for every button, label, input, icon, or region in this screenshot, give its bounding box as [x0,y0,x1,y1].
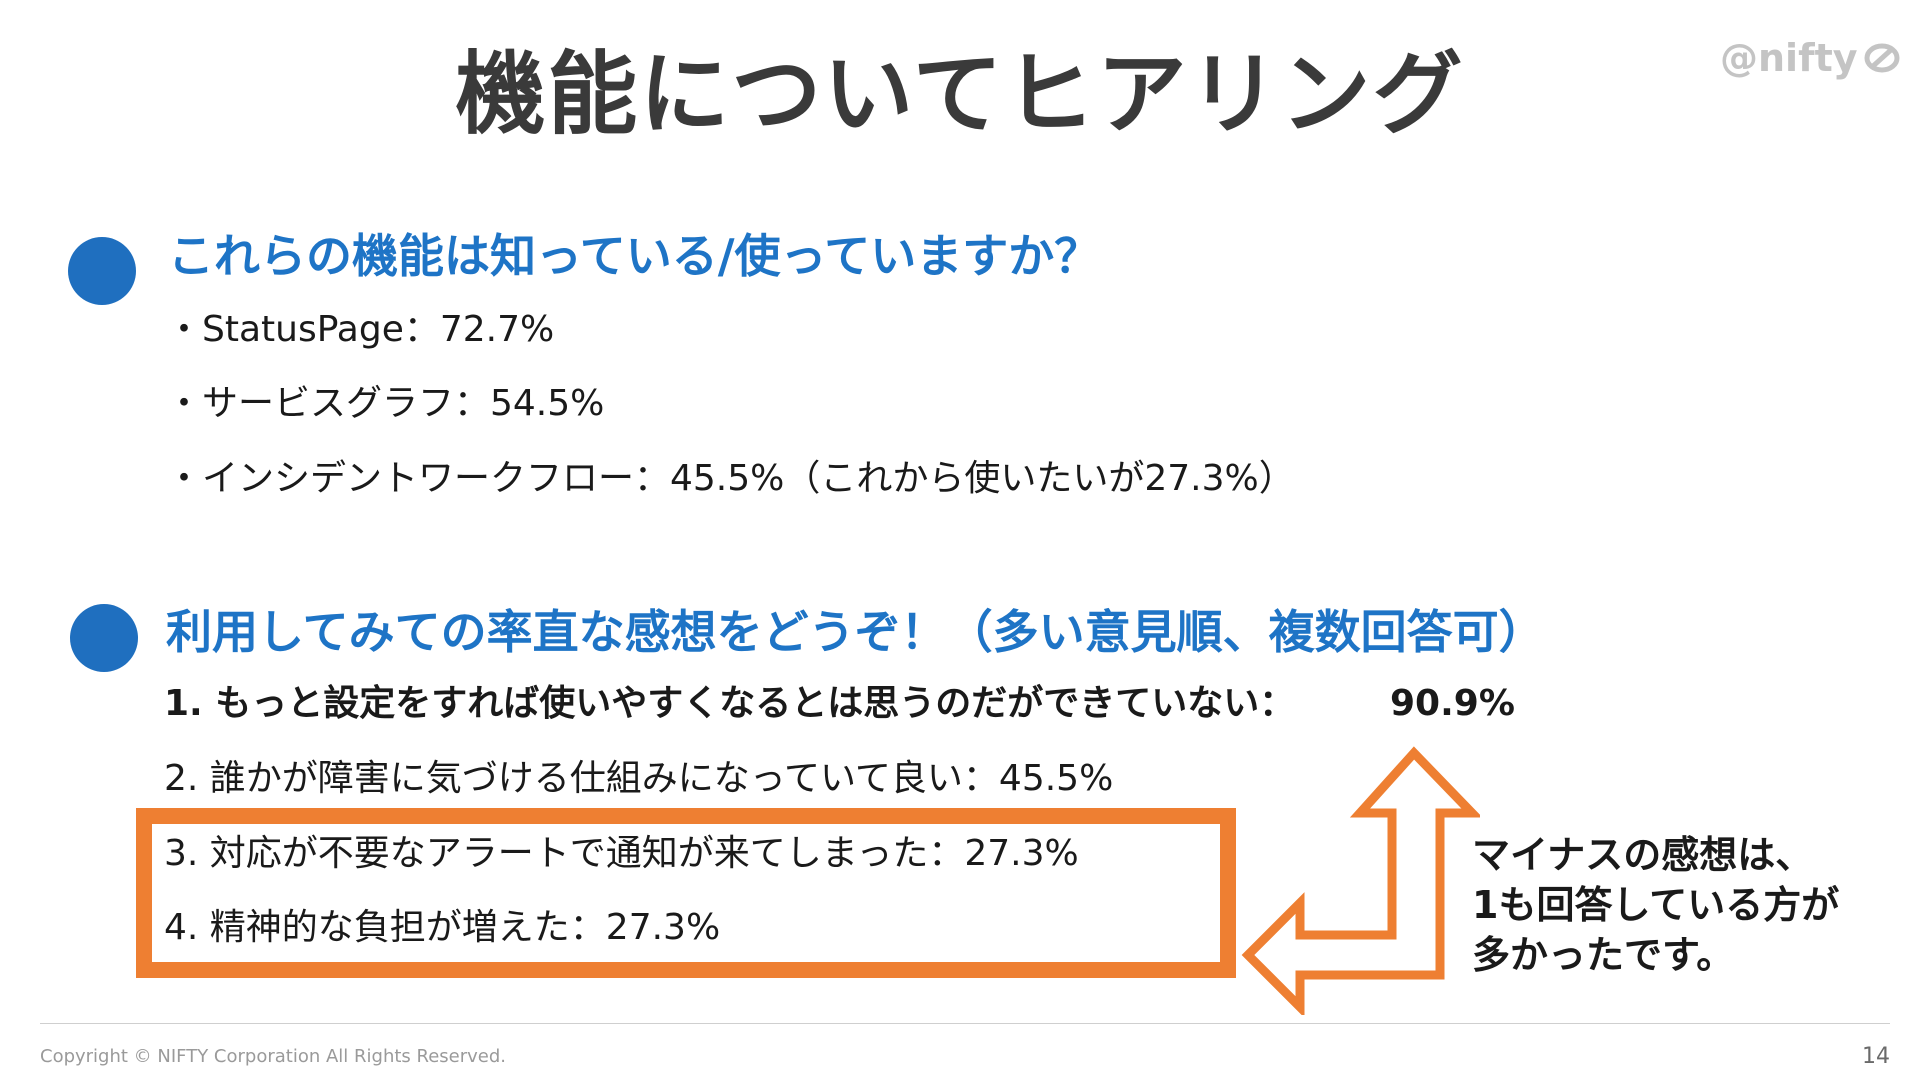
answer-item-1: 1. もっと設定をすれば使いやすくなるとは思うのだができていない： [164,683,1296,724]
answer-item-2: 2. 誰かが障害に気づける仕組みになっていて良い：45.5% [164,758,1114,799]
logo-text: @nifty [1720,36,1858,80]
section1-heading: これらの機能は知っている/使っていますか？ [168,229,1101,283]
note-line: 1も回答している方が [1472,883,1840,927]
answer-item-1-value: 90.9% [1390,683,1515,724]
negative-answers-highlight-box [136,808,1236,978]
section1-item: ・StatusPage：72.7% [166,309,555,350]
note-line: 多かったです。 [1472,933,1735,977]
elbow-arrow-icon [1241,746,1480,1015]
copyright-text: Copyright © NIFTY Corporation All Rights… [40,1046,507,1067]
note-text: マイナスの感想は、 1も回答している方が 多かったです。 [1472,830,1839,980]
page-number: 14 [1862,1044,1890,1069]
slide-title: 機能についてヒアリング [455,42,1465,147]
section1-item: ・インシデントワークフロー：45.5%（これから使いたいが27.3%） [166,458,1295,499]
section1-bullet [68,237,136,305]
nifty-logo-icon [1864,43,1900,73]
answer-item-4: 4. 精神的な負担が増えた：27.3% [164,907,721,948]
section2-heading: 利用してみての率直な感想をどうぞ！（多い意見順、複数回答可） [166,605,1545,659]
nifty-logo: @nifty [1720,36,1900,80]
answer-item-3: 3. 対応が不要なアラートで通知が来てしまった：27.3% [164,833,1079,874]
footer-divider [40,1023,1890,1024]
note-line: マイナスの感想は、 [1472,833,1814,877]
section1-item: ・サービスグラフ：54.5% [166,383,605,424]
section2-bullet [70,604,138,672]
